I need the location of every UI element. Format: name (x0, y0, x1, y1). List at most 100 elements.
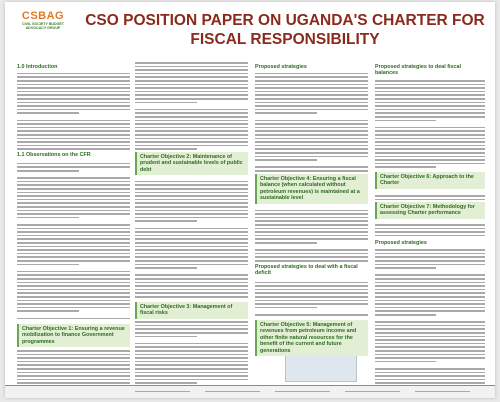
text-line (375, 306, 485, 309)
text-line (17, 130, 130, 132)
text-line (17, 87, 130, 89)
text-line (17, 94, 130, 96)
text-line (375, 108, 485, 111)
text-line (17, 296, 130, 298)
text-line (375, 252, 485, 255)
text-line (375, 256, 485, 258)
text-line (255, 112, 318, 114)
text-line (375, 159, 485, 161)
text-line (135, 252, 248, 255)
text-line (375, 112, 485, 114)
text-line (17, 90, 130, 93)
footer-text (135, 391, 190, 393)
text-line (17, 224, 130, 226)
text-line (255, 126, 368, 129)
text-line (255, 148, 368, 150)
text-line (135, 360, 248, 363)
text-line (17, 98, 130, 100)
text-line (135, 137, 248, 140)
text-line (255, 256, 368, 258)
text-line (17, 148, 130, 150)
text-line (135, 94, 248, 96)
text-line (375, 105, 485, 107)
text-line (17, 238, 130, 240)
text-line (375, 116, 485, 118)
text-line (135, 281, 248, 284)
text-line (255, 238, 368, 240)
text-line (255, 130, 368, 132)
text-line (375, 166, 436, 168)
text-line (135, 332, 248, 334)
text-line (375, 224, 485, 226)
text-line (135, 184, 248, 186)
text-line (17, 249, 130, 251)
text-line (375, 101, 485, 104)
text-line (375, 144, 485, 147)
text-line (375, 292, 485, 294)
text-line (17, 306, 130, 309)
text-line (135, 206, 248, 208)
text-line (375, 321, 485, 323)
text-line (17, 141, 130, 143)
text-line (135, 238, 248, 240)
text-line (375, 274, 485, 276)
text-line (17, 213, 130, 215)
text-line (135, 321, 248, 323)
text-line (17, 198, 130, 201)
text-line (135, 368, 248, 370)
text-line (375, 198, 485, 201)
subheading: Proposed strategies (255, 64, 307, 70)
text-line (135, 198, 248, 201)
text-line (135, 69, 248, 71)
text-line (375, 299, 485, 302)
text-line (17, 227, 130, 230)
text-line (17, 216, 80, 219)
text-line (375, 360, 436, 363)
text-line (255, 119, 368, 122)
footer-text (275, 391, 330, 393)
text-line (255, 108, 368, 111)
text-line (17, 310, 80, 312)
text-line (135, 274, 248, 276)
text-line (255, 166, 368, 168)
text-line (255, 170, 368, 172)
text-line (17, 281, 130, 284)
text-line (17, 378, 130, 381)
text-line (375, 141, 485, 143)
text-line (135, 213, 248, 215)
text-line (17, 209, 130, 212)
text-line (375, 371, 485, 374)
text-line (135, 141, 248, 143)
text-line (375, 303, 485, 305)
text-line (17, 270, 130, 273)
text-line (375, 310, 485, 312)
text-line (17, 299, 130, 302)
text-line (135, 260, 248, 262)
text-line (375, 296, 485, 298)
text-line (17, 137, 130, 140)
text-line (135, 263, 248, 266)
text-line (17, 202, 130, 204)
text-line (375, 281, 485, 284)
text-line (135, 245, 248, 248)
page: CSBAG CIVIL SOCIETY BUDGET ADVOCACY GROU… (5, 2, 495, 398)
text-line (255, 144, 368, 147)
text-line (375, 134, 485, 136)
text-line (135, 296, 248, 298)
text-line (17, 134, 130, 136)
text-line (255, 105, 368, 107)
text-line (255, 296, 368, 298)
text-line (17, 288, 130, 291)
logo-mark: CSBAG (21, 10, 65, 22)
text-line (255, 72, 368, 75)
text-line (17, 191, 130, 194)
text-line (255, 94, 368, 96)
text-line (375, 87, 485, 89)
text-line (135, 371, 248, 374)
text-line (255, 252, 368, 255)
text-line (17, 180, 130, 183)
text-line (255, 292, 368, 294)
logo: CSBAG CIVIL SOCIETY BUDGET ADVOCACY GROU… (19, 10, 67, 31)
text-line (135, 249, 248, 251)
text-line (17, 375, 130, 377)
